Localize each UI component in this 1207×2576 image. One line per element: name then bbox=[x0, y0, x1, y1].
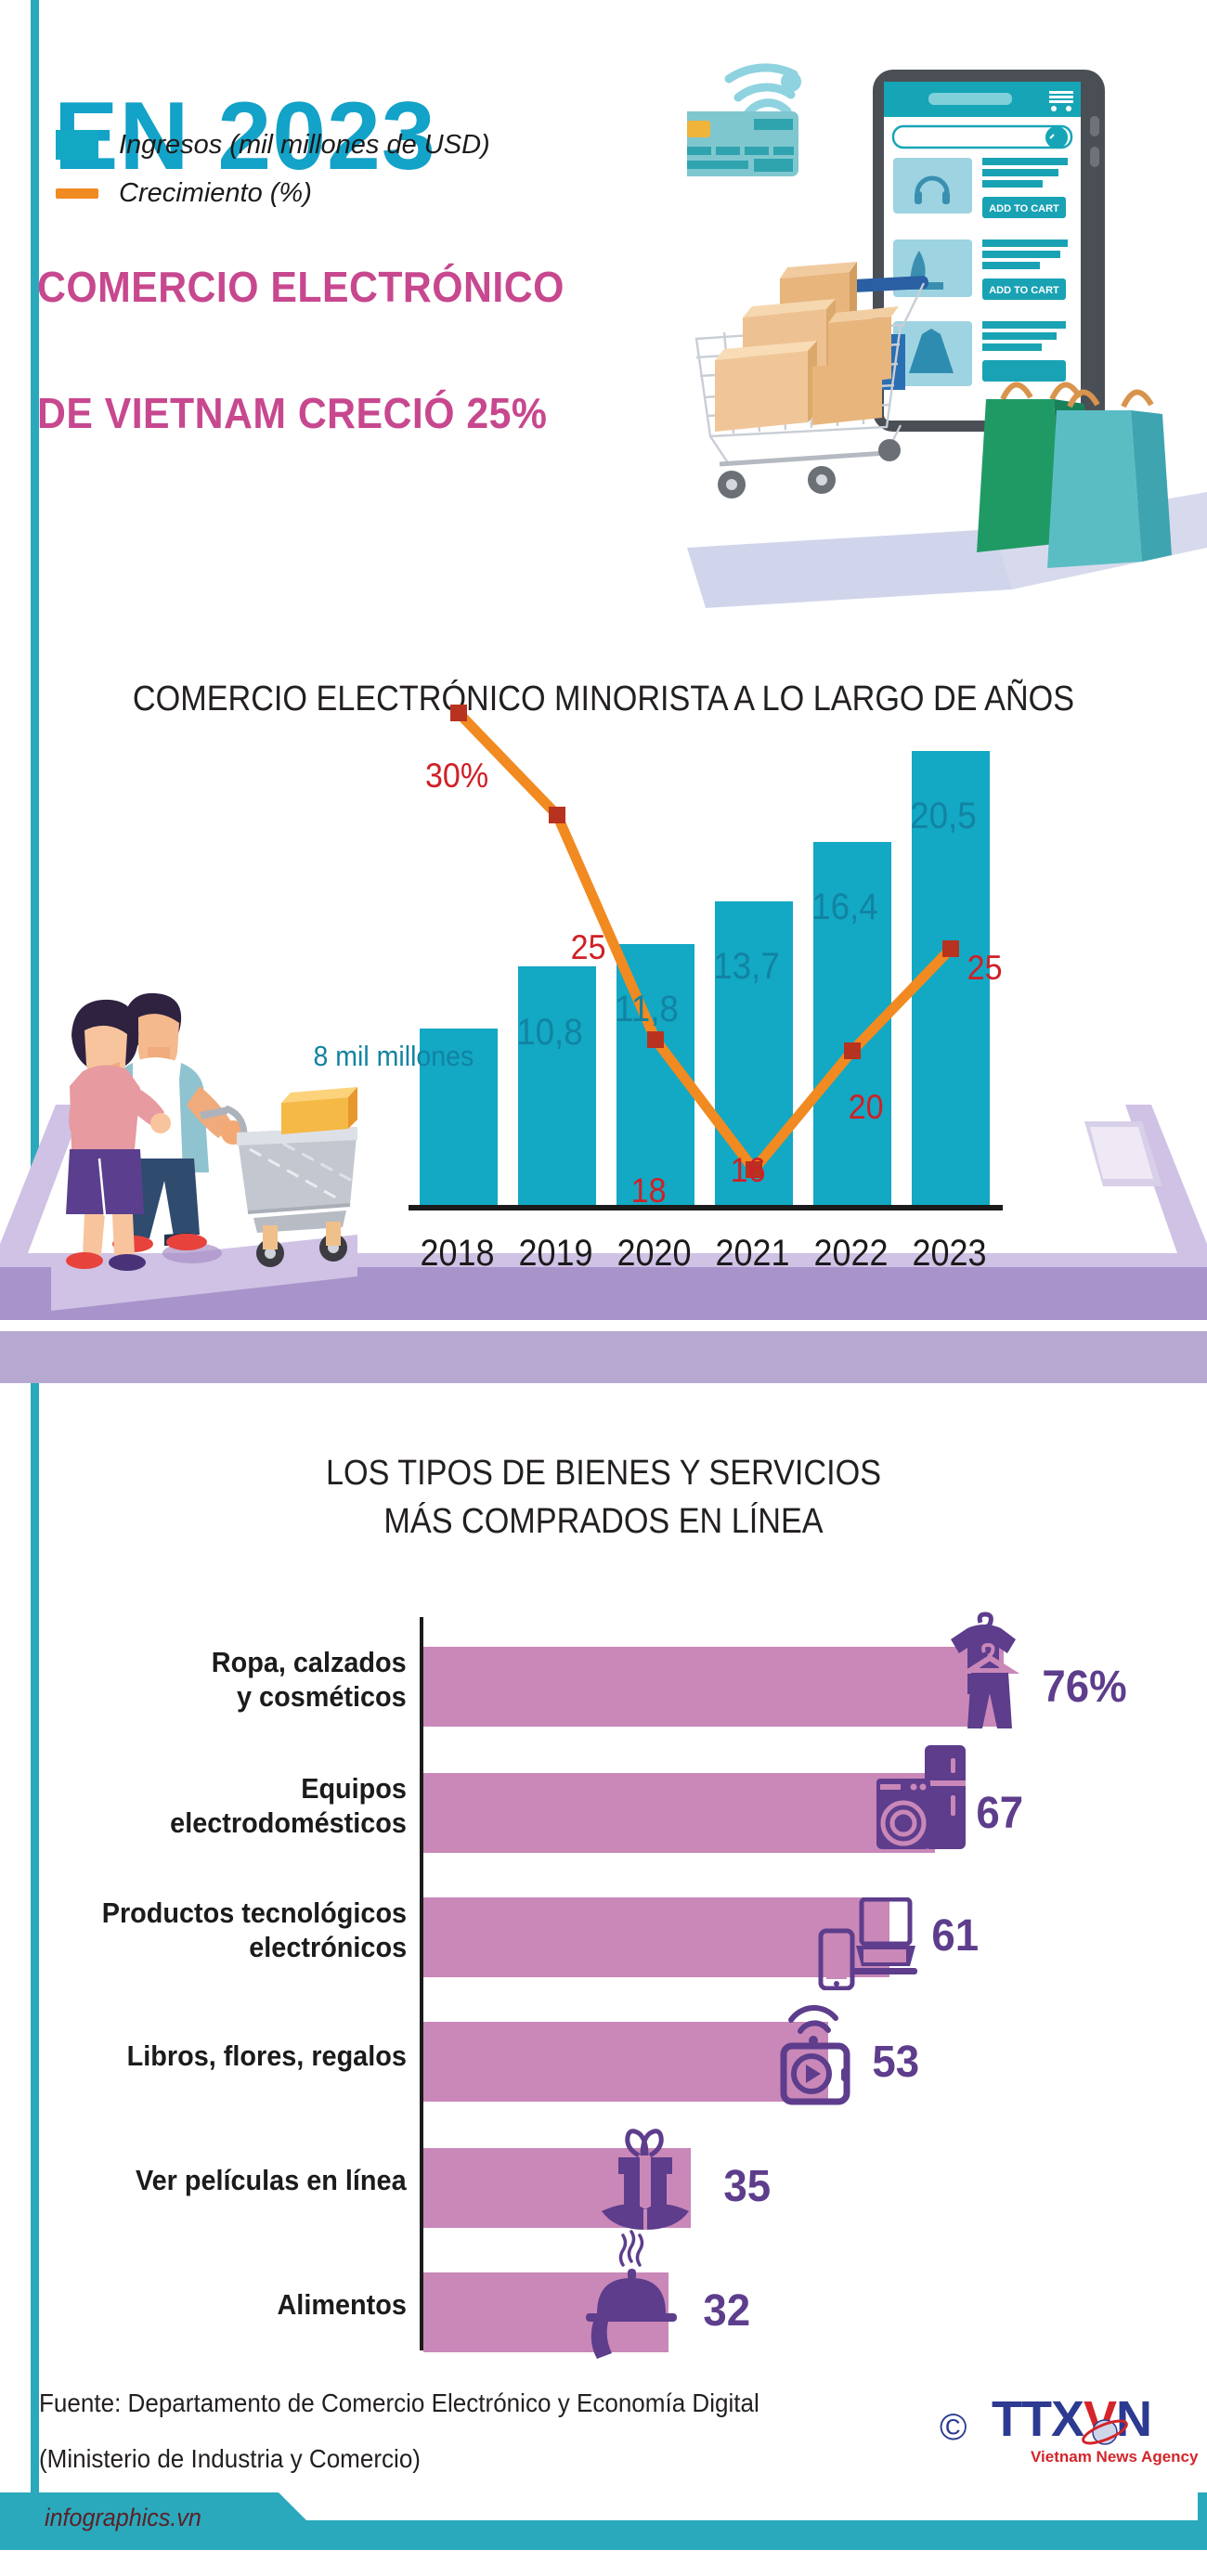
source-line-2: (Ministerio de Industria y Comercio) bbox=[39, 2444, 421, 2473]
legend-item-crecimiento: Crecimiento (%) bbox=[56, 169, 490, 217]
growth-label-2022: 20 bbox=[848, 1088, 884, 1126]
hbar-label-0: Ropa, calzados y cosméticos bbox=[212, 1645, 407, 1714]
home-appliances-icon bbox=[876, 1745, 966, 1849]
laptop-phone-icon bbox=[818, 1897, 917, 1990]
legend-swatch-bar bbox=[56, 130, 98, 160]
legend-swatch-line bbox=[56, 188, 98, 199]
media-player-icon bbox=[780, 2004, 850, 2105]
growth-label-2019: 25 bbox=[570, 928, 606, 966]
hbar-value-3: 53 bbox=[872, 2038, 920, 2087]
hbar-label-5-line1: Alimentos bbox=[277, 2288, 407, 2321]
x-label-2019: 2019 bbox=[518, 1233, 593, 1274]
x-label-2020: 2020 bbox=[616, 1233, 692, 1274]
search-icon bbox=[1045, 126, 1068, 149]
woman-figure bbox=[66, 999, 171, 1271]
hbar-value-5: 32 bbox=[703, 2286, 751, 2336]
credit-card-icon bbox=[687, 111, 798, 176]
chart2-title-line-2: MÁS COMPRADOS EN LÍNEA bbox=[383, 1502, 824, 1541]
chart1-title: COMERCIO ELECTRÓNICO MINORISTA A LO LARG… bbox=[132, 680, 1075, 718]
smartphone-icon: ADD TO CART ADD TO CART bbox=[873, 70, 1105, 432]
wifi-dot bbox=[781, 71, 801, 92]
subtitle-line-2: DE VIETNAM CRECIÓ 25% bbox=[37, 389, 548, 437]
hbar-label-1-line1: Equipos bbox=[301, 1772, 407, 1805]
bar-label-2018: 8 mil millones bbox=[313, 1040, 474, 1072]
hbar-label-1: Equipos electrodomésticos bbox=[170, 1771, 407, 1840]
hero-illustration: ADD TO CART ADD TO CART bbox=[687, 63, 1207, 608]
ttxvn-logo: TTXVN Vietnam News Agency bbox=[992, 2390, 1198, 2476]
shopping-cart-icon bbox=[694, 262, 928, 498]
legend-label-ingresos: Ingresos (mil millones de USD) bbox=[119, 129, 490, 160]
hbar-label-0-line1: Ropa, calzados bbox=[212, 1646, 407, 1678]
growth-markers bbox=[450, 705, 959, 1178]
cart-icon bbox=[1049, 91, 1073, 111]
shopping-bags-icon bbox=[977, 382, 1172, 568]
footer-teal-band bbox=[0, 2492, 1207, 2550]
hbar-label-2: Productos tecnológicos electrónicos bbox=[102, 1896, 407, 1964]
growth-label-2021: 16 bbox=[730, 1151, 766, 1189]
wifi-icon bbox=[724, 63, 798, 119]
hbar-2 bbox=[423, 1897, 889, 1977]
bar-label-2022: 16,4 bbox=[811, 887, 878, 927]
headphones-icon bbox=[893, 158, 972, 214]
ttxvn-tagline: Vietnam News Agency bbox=[1031, 2448, 1199, 2466]
hbar-label-4-line1: Ver películas en línea bbox=[136, 2164, 407, 2196]
legend-label-crecimiento: Crecimiento (%) bbox=[119, 177, 312, 208]
hbar-value-0: 76% bbox=[1042, 1663, 1127, 1712]
subtitle-line-1: COMERCIO ELECTRÓNICO bbox=[37, 263, 565, 311]
legend-item-ingresos: Ingresos (mil millones de USD) bbox=[56, 121, 490, 169]
gift-book-icon bbox=[602, 2129, 689, 2230]
source-line-1: Fuente: Departamento de Comercio Electró… bbox=[39, 2388, 759, 2417]
hbar-label-5: Alimentos bbox=[278, 2287, 407, 2322]
bar-label-2020: 11,8 bbox=[614, 989, 679, 1029]
ttxvn-tt: TTX bbox=[992, 2391, 1084, 2447]
copyright-icon: © bbox=[940, 2407, 967, 2448]
hbar-label-0-line2: y cosméticos bbox=[237, 1680, 407, 1714]
bar-2021 bbox=[715, 901, 793, 1207]
tshirt-hanger-icon bbox=[951, 1612, 1020, 1728]
food-tray-icon bbox=[586, 2230, 677, 2359]
x-label-2022: 2022 bbox=[813, 1233, 889, 1274]
hbar-label-1-line2: electrodomésticos bbox=[170, 1806, 407, 1840]
bar-label-2023: 20,5 bbox=[910, 796, 977, 836]
couple-shopping-illustration bbox=[51, 992, 357, 1311]
bar-2019 bbox=[518, 966, 596, 1207]
bar-label-2021: 13,7 bbox=[713, 946, 780, 987]
add-to-cart-label-2: ADD TO CART bbox=[989, 285, 1059, 296]
hbar-value-4: 35 bbox=[723, 2162, 772, 2211]
hbar-1 bbox=[423, 1773, 935, 1853]
hbar-label-3: Libros, flores, regalos bbox=[127, 2039, 407, 2073]
ttxvn-n: N bbox=[1116, 2391, 1152, 2447]
x-label-2018: 2018 bbox=[420, 1233, 495, 1274]
hbar-label-3-line1: Libros, flores, regalos bbox=[126, 2039, 407, 2072]
hbar-0 bbox=[423, 1647, 1004, 1727]
chart2-y-axis bbox=[420, 1617, 423, 2350]
hbar-3 bbox=[423, 2022, 828, 2102]
hbar-label-4: Ver películas en línea bbox=[136, 2163, 407, 2197]
footer: Fuente: Departamento de Comercio Electró… bbox=[0, 2362, 1207, 2576]
chart1-plot bbox=[409, 705, 1003, 1210]
bar-2018 bbox=[420, 1029, 498, 1207]
site-url: infographics.vn bbox=[45, 2504, 201, 2531]
x-label-2021: 2021 bbox=[715, 1233, 790, 1274]
page-title: EN 2023 bbox=[54, 83, 436, 190]
globe-icon bbox=[1082, 2419, 1128, 2445]
hbar-label-2-line1: Productos tecnológicos bbox=[101, 1896, 407, 1929]
growth-label-2023: 25 bbox=[967, 949, 1003, 987]
chart1-x-axis bbox=[409, 1205, 1003, 1210]
hbar-label-2-line2: electrónicos bbox=[249, 1931, 407, 1964]
parcel-boxes bbox=[715, 262, 899, 432]
growth-line bbox=[455, 709, 954, 1175]
small-shopping-cart-icon bbox=[200, 1087, 357, 1267]
hbar-value-2: 61 bbox=[931, 1911, 980, 1961]
chart1-legend: Ingresos (mil millones de USD) Crecimien… bbox=[56, 121, 490, 217]
growth-label-2018: 30% bbox=[424, 757, 489, 795]
x-label-2023: 2023 bbox=[912, 1233, 987, 1274]
bar-label-2019: 10,8 bbox=[516, 1012, 583, 1053]
hbar-value-1: 67 bbox=[976, 1789, 1024, 1838]
chart2-title-line-1: LOS TIPOS DE BIENES Y SERVICIOS bbox=[325, 1454, 882, 1493]
add-to-cart-label-1: ADD TO CART bbox=[989, 203, 1059, 214]
header: EN 2023 COMERCIO ELECTRÓNICO DE VIETNAM … bbox=[0, 0, 1207, 650]
growth-label-2020: 18 bbox=[630, 1171, 667, 1210]
